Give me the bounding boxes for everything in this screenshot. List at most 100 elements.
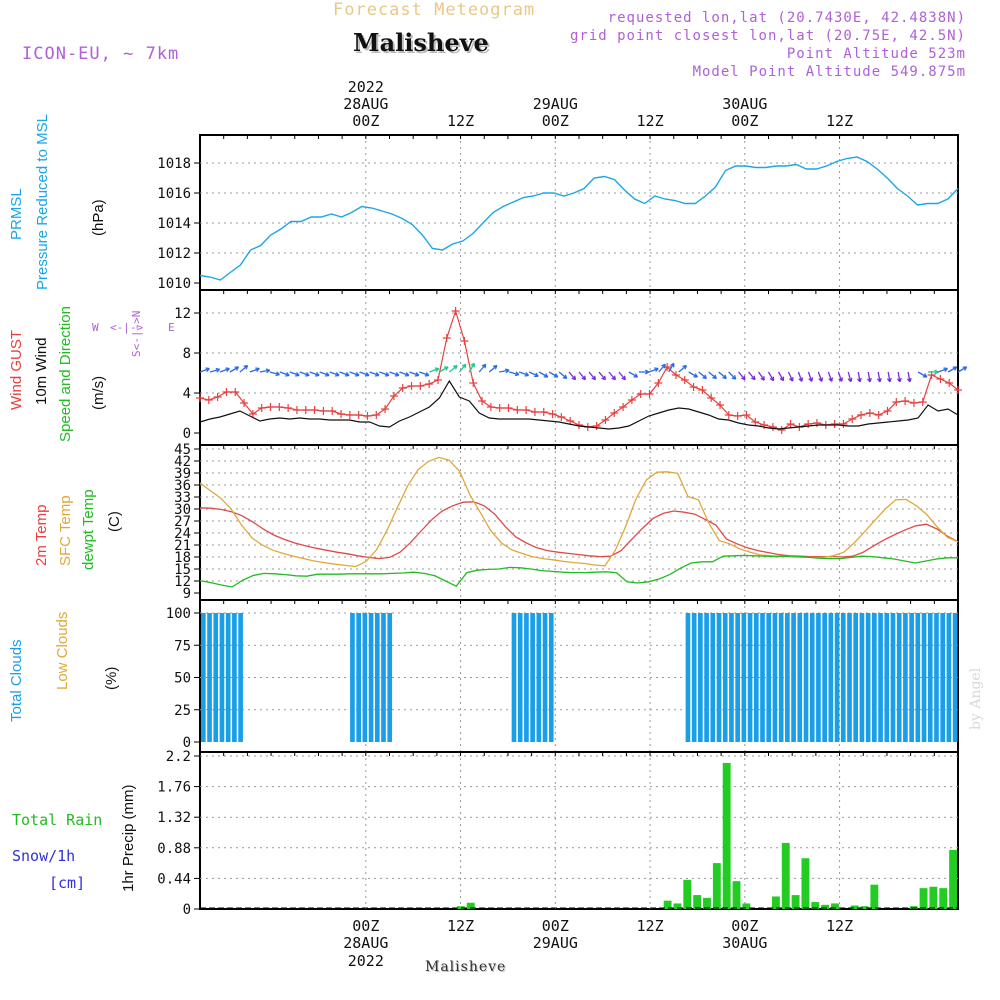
wind-gust-marker	[786, 420, 795, 428]
wind-direction-arrow	[399, 371, 410, 377]
total-clouds-bar	[350, 613, 355, 742]
wind-direction-shaft	[708, 371, 717, 379]
wind-direction-arrow	[259, 368, 271, 374]
wind-direction-arrow	[928, 369, 939, 375]
panel-1: 0 4 8 12	[174, 289, 959, 446]
total-clouds-bar	[207, 613, 212, 742]
wind-direction-head	[225, 367, 230, 373]
total-clouds-bar	[219, 613, 225, 742]
wind-gust-marker	[416, 382, 425, 390]
wind-direction-shaft	[767, 371, 775, 381]
panel-frame	[199, 751, 959, 910]
wind-direction-arrow	[688, 371, 698, 378]
wind-direction-head	[470, 362, 475, 368]
wind-direction-head	[571, 375, 577, 381]
temp-dew-line	[199, 554, 958, 588]
rain-bar	[742, 903, 751, 909]
total-clouds-bar	[890, 613, 896, 742]
y-tick-label: 50	[174, 671, 191, 687]
rain-bar	[663, 900, 672, 909]
wind-direction-shaft	[867, 371, 871, 382]
wind-direction-head	[424, 371, 430, 377]
wind-direction-shaft	[548, 371, 559, 378]
wind-gust-marker	[442, 334, 451, 342]
wind-direction-head	[896, 377, 902, 383]
wind-direction-head	[305, 371, 310, 377]
wind-gust-marker	[892, 398, 901, 406]
wind-direction-shaft	[877, 371, 881, 382]
wind-direction-shaft	[917, 371, 928, 378]
wind-direction-shaft	[409, 371, 420, 377]
total-clouds-bar	[952, 613, 958, 742]
wind-direction-head	[452, 364, 458, 370]
wind-direction-head	[682, 364, 688, 370]
wind-gust-marker	[724, 411, 733, 419]
wind-direction-head	[702, 374, 707, 380]
wind-direction-shaft	[249, 367, 260, 373]
wind-direction-shaft	[279, 371, 290, 377]
wind-direction-arrow	[339, 371, 350, 377]
rain-bar	[919, 888, 928, 909]
wind-direction-arrow	[668, 362, 675, 373]
total-clouds-bar	[778, 613, 784, 742]
wind-direction-arrow	[708, 371, 717, 380]
wind-direction-arrow	[229, 366, 240, 373]
wind-gust-marker	[874, 411, 883, 419]
wind-direction-arrow	[748, 371, 756, 381]
wind-direction-head	[404, 371, 410, 377]
wind-direction-arrow	[817, 371, 824, 382]
wind-direction-shaft	[907, 371, 911, 382]
wind-direction-shaft	[419, 371, 430, 377]
wind-direction-arrow	[439, 366, 449, 373]
rain-bar	[791, 895, 800, 909]
wind-direction-shaft	[748, 371, 756, 381]
wind-direction-arrow	[419, 371, 430, 377]
wind-direction-arrow	[289, 371, 300, 377]
bottom-hour-label: 12Z	[826, 917, 853, 935]
wind-direction-shaft	[339, 371, 350, 377]
top-date-label: 30AUG	[722, 95, 767, 113]
wind-direction-head	[866, 377, 872, 383]
wind-direction-shaft	[349, 371, 360, 377]
total-clouds-bar	[362, 613, 368, 742]
wind-gust-marker	[345, 411, 354, 419]
wind-direction-arrow	[299, 371, 310, 377]
total-clouds-bar	[691, 613, 697, 742]
wind-direction-arrow	[896, 371, 902, 383]
wind-direction-head	[461, 363, 467, 369]
y-tick-label: 1.76	[157, 780, 191, 796]
wind-direction-shaft	[309, 371, 320, 377]
wind-direction-arrow	[369, 371, 380, 377]
total-clouds-bar	[753, 613, 759, 742]
wind-direction-arrow	[478, 363, 487, 373]
wind-gust-marker	[486, 403, 495, 411]
wind-direction-shaft	[608, 371, 616, 381]
bottom-date-label: 30AUG	[722, 934, 767, 952]
total-clouds-bar	[809, 613, 815, 742]
rain-bar	[693, 895, 702, 909]
rain-bar	[870, 884, 879, 909]
total-clouds-bar	[859, 613, 865, 742]
total-clouds-bar	[760, 613, 765, 742]
total-clouds-bar	[847, 613, 852, 742]
wind-direction-head	[205, 367, 210, 373]
snow-legend: Snow/1h	[12, 847, 76, 865]
wind-direction-head	[553, 373, 559, 378]
wind-direction-shaft	[499, 369, 510, 373]
wind-gust-marker	[804, 420, 813, 428]
wind-direction-head	[779, 376, 785, 382]
rain-bar	[722, 762, 731, 909]
y-tick-label: 45	[174, 442, 191, 458]
wind-direction-head	[769, 376, 775, 382]
total-clouds-bar	[232, 613, 237, 742]
wind-direction-shaft	[588, 371, 596, 381]
total-clouds-bar	[213, 613, 219, 742]
bottom-hour-label: 00Z	[352, 917, 379, 935]
wind-gust-marker	[627, 396, 636, 404]
wind-direction-shaft	[399, 371, 410, 377]
rain-legend: Total Rain	[12, 811, 103, 829]
wind-direction-arrow	[239, 364, 249, 373]
wind-direction-head	[534, 372, 539, 378]
y-tick-label: 1012	[157, 246, 191, 262]
wind-gust-marker	[337, 410, 346, 418]
